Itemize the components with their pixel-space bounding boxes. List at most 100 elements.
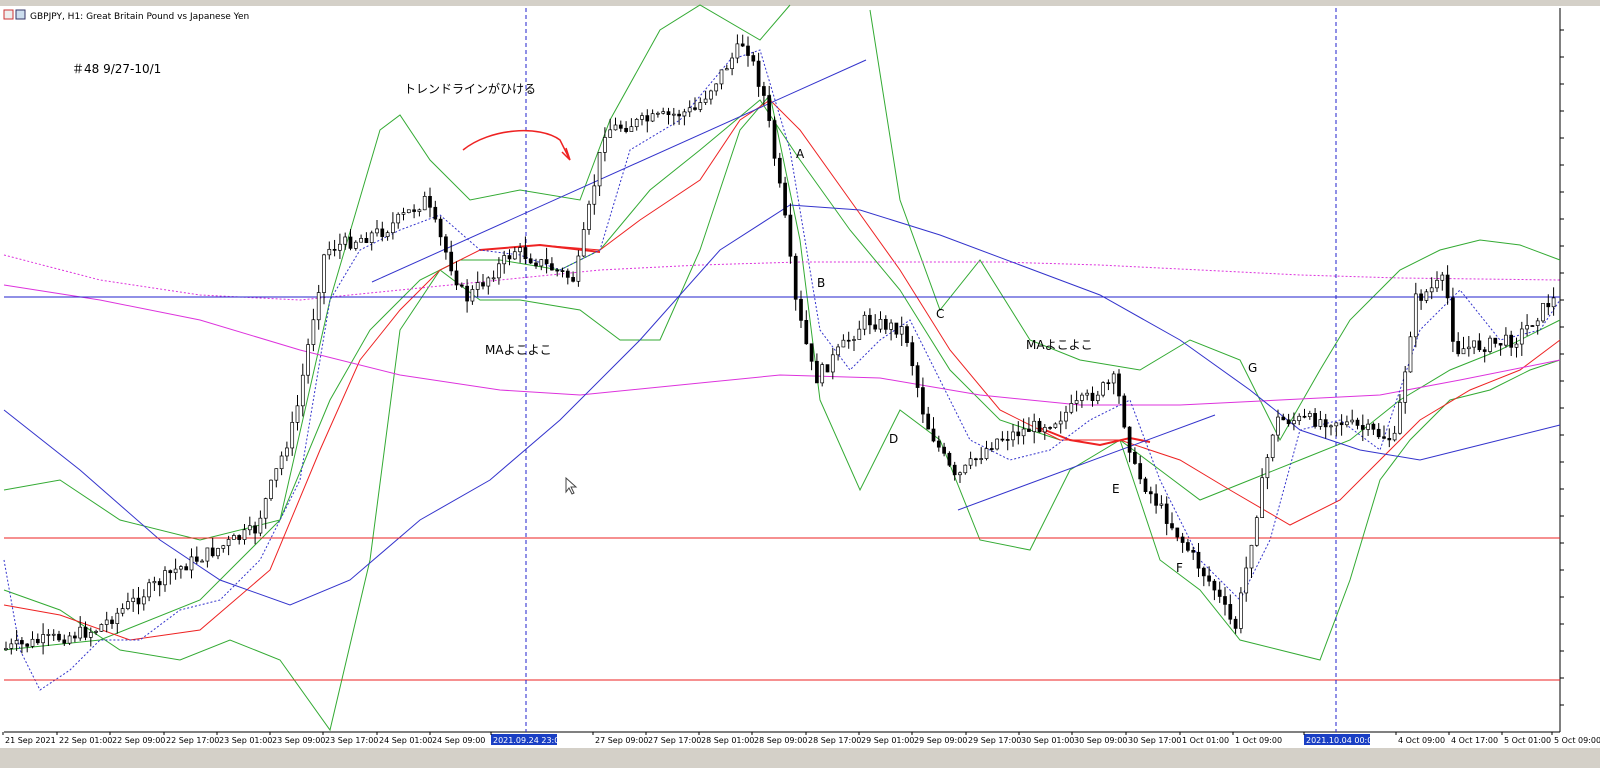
candle-body bbox=[1329, 425, 1333, 428]
candle-body bbox=[1016, 431, 1021, 437]
candle-body bbox=[576, 255, 581, 282]
candle-body bbox=[1419, 293, 1423, 301]
candle-body bbox=[20, 640, 24, 645]
candle-body bbox=[656, 112, 660, 115]
candle-body bbox=[57, 633, 61, 641]
candle-body bbox=[544, 259, 549, 265]
candle-body bbox=[131, 597, 136, 602]
candle-body bbox=[762, 86, 766, 96]
candle-body bbox=[385, 232, 390, 237]
candle-body bbox=[163, 570, 167, 586]
candle-body bbox=[1504, 334, 1508, 346]
candle-body bbox=[115, 612, 120, 624]
candle-body bbox=[189, 556, 194, 571]
candle-body bbox=[1069, 403, 1074, 413]
candle-body bbox=[332, 248, 337, 251]
candle-body bbox=[1239, 592, 1243, 629]
candle-body bbox=[205, 547, 210, 562]
candle-body bbox=[952, 464, 957, 476]
candle-body bbox=[936, 440, 941, 448]
candle-body bbox=[316, 292, 321, 321]
time-label: 23 Sep 17:00 bbox=[325, 736, 378, 745]
ma-note: MAよこよこ bbox=[485, 343, 552, 357]
time-label: 22 Sep 17:00 bbox=[166, 736, 219, 745]
time-label: 1 Oct 01:00 bbox=[1182, 736, 1229, 745]
candle-body bbox=[1085, 392, 1090, 396]
candle-body bbox=[979, 458, 984, 460]
candle-body bbox=[1154, 493, 1158, 506]
candle-body bbox=[285, 447, 289, 457]
candle-body bbox=[1541, 303, 1545, 322]
candle-body bbox=[857, 328, 862, 340]
candle-body bbox=[995, 438, 999, 450]
time-label: 30 Sep 01:00 bbox=[1021, 736, 1074, 745]
candle-body bbox=[512, 251, 517, 260]
candle-body bbox=[1318, 419, 1323, 427]
candle-body bbox=[1355, 419, 1360, 426]
candle-body bbox=[1080, 394, 1084, 401]
candle-body bbox=[1292, 420, 1296, 425]
bollinger-lower bbox=[3, 93, 1561, 732]
candle-body bbox=[645, 115, 650, 122]
time-label: 22 Sep 09:00 bbox=[112, 736, 165, 745]
candle-body bbox=[46, 634, 51, 636]
candle-body bbox=[1048, 427, 1052, 429]
candle-body bbox=[714, 83, 719, 92]
window-icon[interactable] bbox=[15, 9, 26, 20]
time-label: 24 Sep 09:00 bbox=[432, 736, 485, 745]
candle-body bbox=[571, 277, 575, 282]
candle-body bbox=[947, 452, 952, 466]
time-label: 5 Oct 01:00 bbox=[1504, 736, 1551, 745]
candle-body bbox=[1302, 415, 1307, 418]
candle-body bbox=[799, 298, 803, 321]
candle-body bbox=[1223, 596, 1227, 605]
candle-body bbox=[693, 107, 697, 110]
candle-body bbox=[1535, 320, 1540, 326]
candle-body bbox=[1371, 423, 1376, 430]
candle-body bbox=[523, 247, 528, 260]
candle-body bbox=[873, 324, 878, 330]
candle-body bbox=[1456, 341, 1461, 355]
candle-body bbox=[560, 270, 565, 272]
candle-body bbox=[1037, 420, 1042, 433]
candle-body bbox=[841, 339, 846, 348]
moving-average-magenta-dotted bbox=[3, 254, 1561, 301]
mouse-cursor bbox=[565, 476, 578, 495]
candle-body bbox=[1000, 438, 1005, 441]
candle-body bbox=[1064, 411, 1068, 422]
candle-body bbox=[1254, 517, 1259, 546]
candle-body bbox=[1106, 382, 1111, 385]
bollinger-mid bbox=[3, 99, 1561, 651]
candle-body bbox=[666, 111, 671, 116]
candle-body bbox=[306, 344, 310, 376]
candle-body bbox=[1191, 549, 1196, 553]
candle-body bbox=[126, 601, 130, 609]
candle-body bbox=[1435, 279, 1439, 289]
candle-body bbox=[958, 472, 962, 476]
candle-body bbox=[550, 263, 554, 271]
candle-body bbox=[883, 318, 888, 330]
candle-body bbox=[1122, 395, 1127, 428]
candle-body bbox=[343, 236, 348, 245]
candle-body bbox=[1095, 394, 1100, 401]
candle-body bbox=[1265, 457, 1270, 479]
time-label: 29 Sep 01:00 bbox=[861, 736, 914, 745]
candle-body bbox=[910, 342, 915, 367]
time-cursor-label-bg bbox=[1304, 734, 1370, 745]
candle-body bbox=[311, 319, 316, 345]
candle-body bbox=[1196, 551, 1201, 569]
trend-note: トレンドラインがひける bbox=[404, 81, 536, 96]
candle-body bbox=[608, 129, 613, 138]
moving-average-fast bbox=[3, 49, 1561, 691]
candle-body bbox=[433, 206, 438, 220]
time-cursor-label-bg bbox=[491, 734, 557, 745]
candle-body bbox=[1011, 431, 1015, 441]
candle-body bbox=[963, 464, 968, 474]
candle-body bbox=[1334, 422, 1339, 427]
trendline[interactable] bbox=[371, 59, 867, 283]
candle-body bbox=[417, 209, 422, 212]
candle-body bbox=[295, 405, 300, 423]
window-icon[interactable] bbox=[3, 9, 14, 20]
trendline[interactable] bbox=[957, 414, 1216, 511]
